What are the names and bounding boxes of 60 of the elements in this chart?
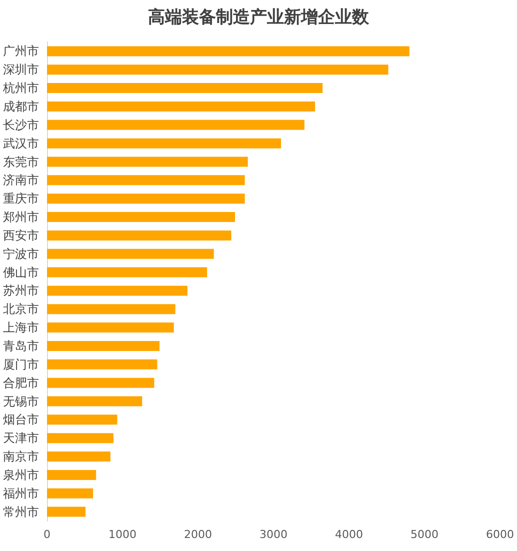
bar bbox=[47, 359, 158, 370]
y-tick-label: 佛山市 bbox=[3, 265, 39, 280]
y-tick-label: 南京市 bbox=[3, 450, 39, 464]
y-tick-label: 长沙市 bbox=[3, 118, 39, 132]
bar bbox=[47, 46, 410, 56]
y-tick-label: 无锡市 bbox=[3, 394, 39, 408]
bar bbox=[47, 248, 214, 259]
y-tick-label: 重庆市 bbox=[3, 192, 39, 206]
y-tick-label: 成都市 bbox=[3, 99, 39, 114]
bar bbox=[47, 138, 282, 148]
bar bbox=[47, 304, 176, 314]
bar bbox=[47, 83, 323, 94]
y-tick-label: 西安市 bbox=[3, 228, 39, 242]
bar bbox=[47, 340, 160, 351]
y-tick-label: 广州市 bbox=[3, 44, 39, 58]
bar bbox=[47, 194, 245, 204]
bar bbox=[47, 322, 174, 333]
y-tick-label: 泉州市 bbox=[3, 468, 39, 482]
x-tick-label: 5000 bbox=[410, 528, 438, 541]
bar bbox=[47, 470, 96, 480]
y-tick-label: 福州市 bbox=[3, 486, 39, 500]
bar bbox=[47, 64, 388, 75]
x-tick-label: 0 bbox=[44, 528, 50, 541]
bar bbox=[47, 396, 142, 406]
y-tick-label: 济南市 bbox=[3, 173, 39, 188]
x-tick-label: 6000 bbox=[486, 528, 514, 541]
y-tick-label: 上海市 bbox=[3, 320, 39, 335]
chart-title: 高端装备制造产业新增企业数 bbox=[148, 8, 370, 28]
y-tick-label: 宁波市 bbox=[3, 246, 39, 261]
bar bbox=[47, 120, 304, 130]
bar bbox=[47, 286, 188, 296]
bar bbox=[47, 101, 316, 112]
y-tick-label: 武汉市 bbox=[3, 136, 39, 150]
y-tick-label: 深圳市 bbox=[3, 62, 39, 77]
bar bbox=[47, 433, 114, 444]
bar bbox=[47, 267, 208, 278]
bar bbox=[47, 506, 86, 517]
y-tick-label: 常州市 bbox=[3, 504, 39, 519]
x-tick-label: 4000 bbox=[335, 528, 363, 541]
y-tick-label: 东莞市 bbox=[3, 154, 39, 169]
bar bbox=[47, 452, 110, 462]
x-tick-label: 2000 bbox=[184, 528, 212, 541]
y-tick-label: 青岛市 bbox=[3, 338, 39, 353]
bar bbox=[47, 378, 154, 388]
y-tick-label: 天津市 bbox=[3, 431, 39, 446]
bar bbox=[47, 488, 94, 498]
y-tick-label: 合肥市 bbox=[3, 376, 39, 390]
y-tick-label: 烟台市 bbox=[3, 412, 39, 427]
y-tick-label: 厦门市 bbox=[3, 357, 39, 372]
x-tick-label: 3000 bbox=[260, 528, 288, 541]
bar bbox=[47, 212, 235, 222]
y-tick-label: 苏州市 bbox=[3, 284, 39, 298]
bar bbox=[47, 156, 248, 167]
bar bbox=[47, 175, 245, 186]
y-tick-label: 郑州市 bbox=[3, 210, 39, 224]
y-tick-label: 杭州市 bbox=[2, 81, 39, 96]
y-tick-label: 北京市 bbox=[3, 302, 39, 316]
x-tick-label: 1000 bbox=[108, 528, 136, 541]
bar bbox=[47, 414, 118, 425]
bar bbox=[47, 230, 232, 240]
